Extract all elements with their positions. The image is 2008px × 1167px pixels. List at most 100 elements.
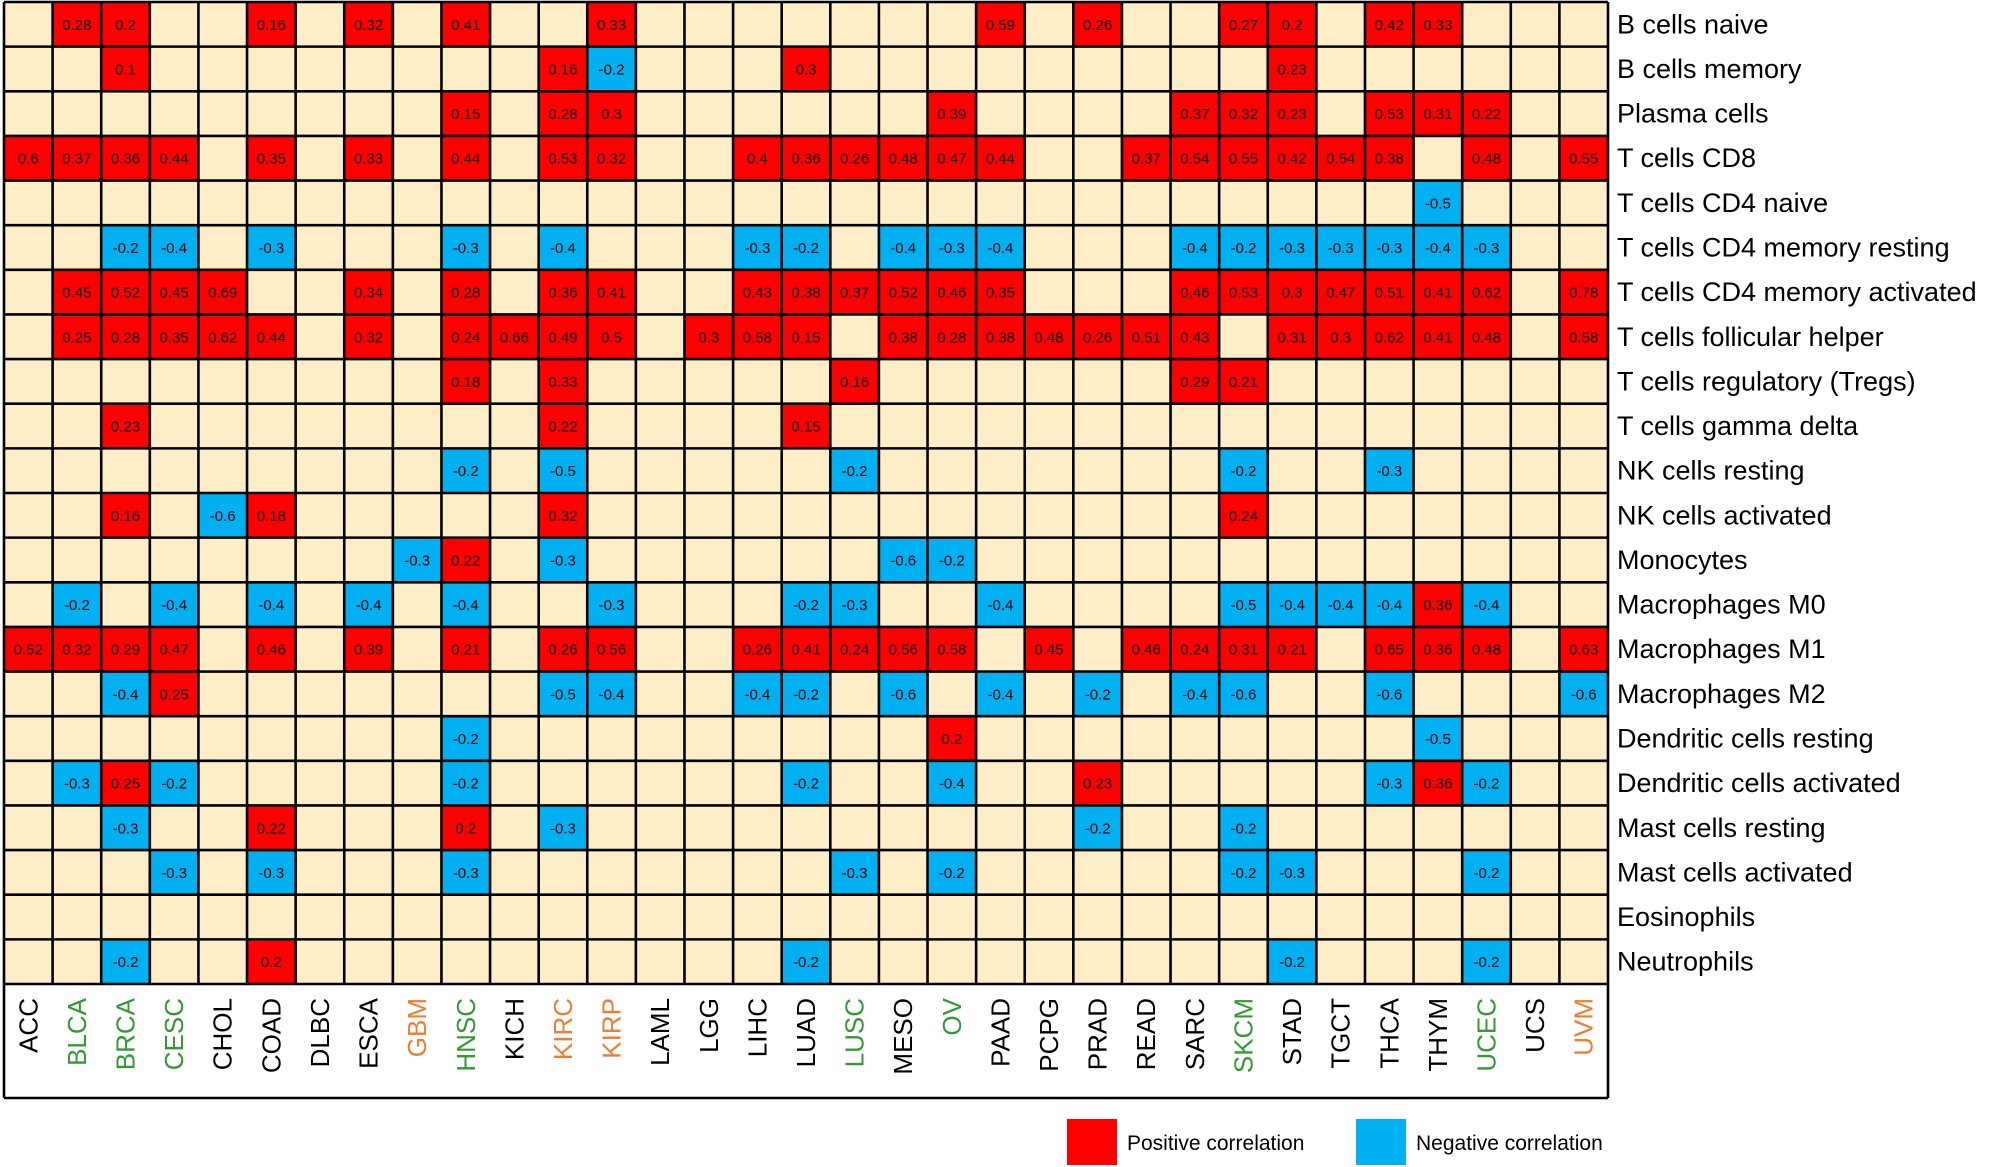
heatmap-cell <box>538 493 588 538</box>
cell-value-label: 0.2 <box>115 17 136 34</box>
cell-value-label: 0.52 <box>889 285 918 302</box>
cell-value-label: 0.34 <box>354 285 383 302</box>
cell-value-label: -0.6 <box>1571 686 1597 703</box>
cell-value-label: 0.46 <box>937 285 966 302</box>
cell-value-label: -0.2 <box>64 597 90 614</box>
cell-value-label: -0.2 <box>161 776 187 793</box>
row-label: T cells follicular helper <box>1617 322 1884 352</box>
heatmap-cell <box>733 135 782 181</box>
heatmap-cell <box>1364 671 1414 717</box>
cell-value-label: 0.53 <box>548 151 577 168</box>
column-label: DLBC <box>305 998 335 1067</box>
cell-value-label: -0.2 <box>599 61 625 78</box>
heatmap-cell <box>1413 180 1463 226</box>
cell-value-label: -0.3 <box>550 820 576 837</box>
heatmap-cell <box>52 2 102 47</box>
cell-value-label: 0.24 <box>451 329 480 346</box>
column-label: LGG <box>694 998 724 1053</box>
cell-value-label: 0.54 <box>1180 151 1209 168</box>
cell-value-label: 0.36 <box>548 285 577 302</box>
column-label: MESO <box>888 998 918 1075</box>
heatmap-cell <box>1170 269 1220 315</box>
cell-value-label: -0.3 <box>1279 240 1305 257</box>
heatmap-cell <box>1219 448 1268 493</box>
heatmap-cell <box>101 671 150 717</box>
cell-value-label: 0.28 <box>62 17 91 34</box>
heatmap-cell <box>976 2 1025 47</box>
cell-value-label: 0.2 <box>1282 17 1303 34</box>
cell-value-label: 0.26 <box>1083 329 1112 346</box>
row-label: Monocytes <box>1617 545 1748 575</box>
column-label: ESCA <box>354 997 384 1068</box>
heatmap-cell <box>1462 135 1511 181</box>
cell-value-label: 0.26 <box>743 642 772 659</box>
cell-value-label: 0.3 <box>1282 285 1303 302</box>
cell-value-label: -0.2 <box>793 776 819 793</box>
heatmap-cell <box>101 46 150 92</box>
heatmap-cell <box>1559 135 1608 181</box>
cell-value-label: -0.3 <box>842 865 868 882</box>
heatmap-cell <box>1024 626 1074 672</box>
cell-value-label: 0.48 <box>1472 642 1501 659</box>
heatmap-cell <box>101 314 150 360</box>
column-label: SARC <box>1180 998 1210 1070</box>
cell-value-label: 0.47 <box>937 151 966 168</box>
column-label: KICH <box>499 998 529 1060</box>
column-label: COAD <box>256 998 286 1073</box>
heatmap-cell <box>247 850 296 895</box>
cell-value-label: -0.4 <box>1425 240 1451 257</box>
cell-value-label: 0.52 <box>14 642 43 659</box>
column-label: PRAD <box>1083 998 1113 1070</box>
heatmap-cell <box>101 493 150 538</box>
heatmap-cell <box>1462 314 1511 360</box>
heatmap-cell <box>344 626 393 672</box>
cell-value-label: 0.23 <box>1083 776 1112 793</box>
cell-value-label: -0.4 <box>939 776 965 793</box>
cell-value-label: -0.3 <box>842 597 868 614</box>
cell-value-label: 0.22 <box>1472 106 1501 123</box>
cell-value-label: -0.5 <box>1231 597 1257 614</box>
cell-value-label: 0.33 <box>548 374 577 391</box>
heatmap-cell <box>927 626 977 672</box>
heatmap-cell <box>927 269 977 315</box>
heatmap-cell <box>927 760 977 806</box>
heatmap-cell <box>587 91 636 136</box>
row-label: T cells CD8 <box>1617 143 1756 173</box>
heatmap-cell <box>101 760 150 806</box>
cell-value-label: 0.48 <box>1034 329 1063 346</box>
heatmap-cell <box>830 850 879 895</box>
heatmap-cell <box>344 135 393 181</box>
heatmap-cell <box>1267 91 1317 136</box>
heatmap-cell <box>878 671 928 717</box>
cell-value-label: -0.4 <box>987 597 1013 614</box>
cell-value-label: -0.2 <box>793 954 819 971</box>
heatmap-cell <box>101 626 150 672</box>
cell-value-label: 0.48 <box>889 151 918 168</box>
heatmap-cell <box>538 314 588 360</box>
cell-value-label: -0.2 <box>842 463 868 480</box>
cell-value-label: -0.3 <box>113 820 139 837</box>
heatmap-cell <box>781 760 831 806</box>
heatmap-cell <box>1170 626 1220 672</box>
cell-value-label: -0.3 <box>744 240 770 257</box>
heatmap-cell <box>1267 626 1317 672</box>
row-label: T cells CD4 memory resting <box>1617 233 1950 263</box>
heatmap-cell <box>1170 359 1220 404</box>
cell-value-label: 0.37 <box>840 285 869 302</box>
heatmap-cell <box>587 135 636 181</box>
cell-value-label: 0.16 <box>111 508 140 525</box>
cell-value-label: 0.46 <box>257 642 286 659</box>
cell-value-label: -0.6 <box>890 552 916 569</box>
cell-value-label: -0.4 <box>987 686 1013 703</box>
cell-value-label: -0.3 <box>453 865 479 882</box>
cell-value-label: 0.31 <box>1277 329 1306 346</box>
heatmap-cell <box>1073 760 1122 806</box>
heatmap-cell <box>1219 359 1268 404</box>
heatmap-cell <box>733 225 782 270</box>
heatmap-cell <box>927 225 977 270</box>
heatmap-cell <box>1413 716 1463 761</box>
cell-value-label: -0.2 <box>113 240 139 257</box>
column-label: PCPG <box>1034 998 1064 1072</box>
heatmap-cell <box>1462 760 1511 806</box>
cell-value-label: -0.5 <box>1425 731 1451 748</box>
